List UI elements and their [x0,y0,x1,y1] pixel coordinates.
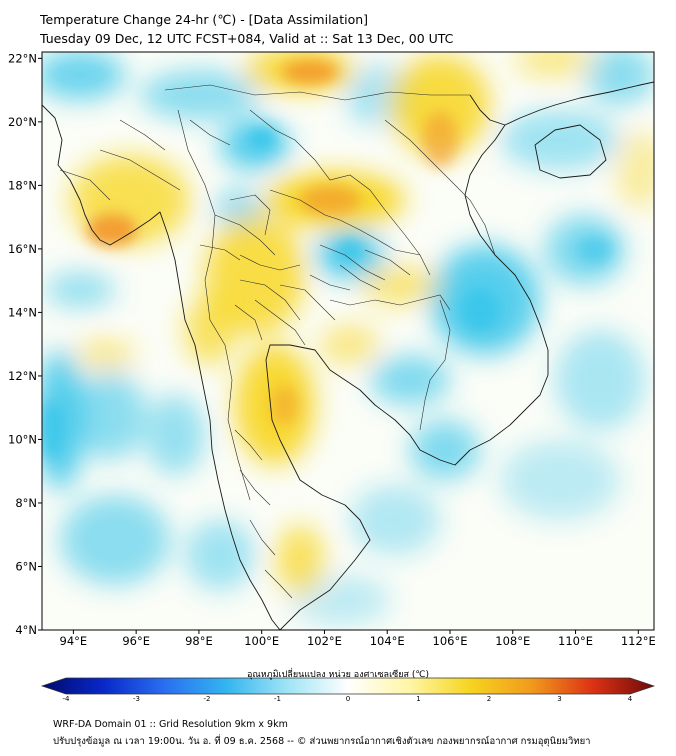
footer-model-info: WRF-DA Domain 01 :: Grid Resolution 9km … [53,719,288,730]
lat-tick-label: 16°N [8,242,37,256]
temperature-field [42,52,654,630]
lat-tick-label: 22°N [8,51,37,65]
map-subtitle: Tuesday 09 Dec, 12 UTC FCST+084, Valid a… [40,31,454,46]
border-cambodia-vietnam [419,299,451,431]
lat-tick-label: 8°N [15,496,37,510]
map-title: Temperature Change 24-hr (℃) - [Data Ass… [40,12,369,27]
lon-tick-label: 98°E [185,634,213,648]
border-thai-laos [269,189,421,256]
border-thai-cambodia [329,294,451,311]
border-vietnam-laos [384,119,496,256]
coastline-myanmar-bay [42,104,281,630]
colorbar-tick-label: 0 [346,695,350,703]
thai-provinces-south [234,429,293,599]
colorbar-tick-label: -3 [133,695,140,703]
latitude-ticks: 4°N 6°N 8°N 10°N 12°N 14°N 16°N 18°N 20°N 22°N [8,51,42,637]
colorbar: -4 -3 -2 -1 0 1 2 3 4 [40,677,656,703]
thai-provinces-north [199,194,301,271]
lon-tick-label: 104°E [370,634,405,648]
lat-tick-label: 10°N [8,432,37,446]
lon-tick-label: 94°E [60,634,88,648]
border-laos-north [249,109,431,276]
lon-tick-label: 100°E [244,634,279,648]
colorbar-tick-label: -4 [63,695,71,703]
colorbar-body [40,677,656,695]
colorbar-ticks: -4 -3 -2 -1 0 1 2 3 4 [63,695,633,703]
lat-tick-label: 4°N [15,623,37,637]
coastlines [42,81,654,630]
colorbar-tick-label: 2 [487,695,491,703]
lat-tick-label: 14°N [8,305,37,319]
border-china-south [164,84,470,101]
myanmar-divisions [59,119,231,201]
colorbar-tick-label: -2 [204,695,211,703]
colorbar-tick-label: 1 [416,695,420,703]
lat-tick-label: 6°N [15,559,37,573]
field-blobs-core [42,60,613,460]
thai-provinces-east [309,244,411,291]
coastline-south-china [554,81,654,106]
lon-tick-label: 106°E [433,634,468,648]
colorbar-tick-label: 3 [557,695,561,703]
lon-tick-label: 96°E [122,634,150,648]
lon-tick-label: 108°E [495,634,530,648]
lon-tick-label: 112°E [621,634,656,648]
colorbar-title: อุณหภูมิเปลี่ยนแปลง หน่วย องศาเซลเซียส (… [246,670,430,680]
lat-tick-label: 20°N [8,115,37,129]
lon-tick-label: 102°E [307,634,342,648]
border-myanmar-thai [177,109,251,501]
admin-borders [59,84,496,599]
thai-provinces-central [234,279,336,346]
footer-credit: ปรับปรุงข้อมูล ณ เวลา 19:00น. วัน อ. ที่… [53,736,591,747]
coastline-gulf-tonkin [469,94,506,126]
plot-frame [41,51,655,631]
lon-tick-label: 110°E [558,634,593,648]
coastline-gulf-thailand [265,104,556,630]
longitude-ticks: 94°E 96°E 98°E 100°E 102°E 104°E 106°E 108°E 110… [60,630,656,648]
lat-tick-label: 18°N [8,178,37,192]
colorbar-tick-label: 4 [628,695,633,703]
coastline-hainan [534,124,607,179]
lat-tick-label: 12°N [8,369,37,383]
colorbar-tick-label: -1 [274,695,281,703]
